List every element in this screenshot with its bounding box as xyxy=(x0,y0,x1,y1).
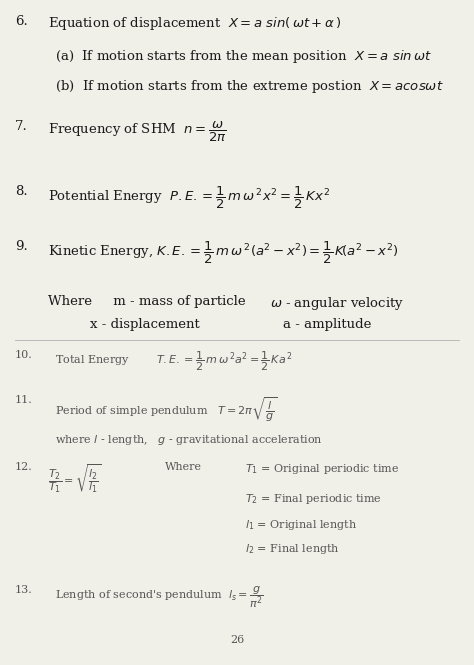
Text: Frequency of SHM  $n = \dfrac{\omega}{2\pi}$: Frequency of SHM $n = \dfrac{\omega}{2\p… xyxy=(48,120,227,144)
Text: Where     m - mass of particle: Where m - mass of particle xyxy=(48,295,246,308)
Text: Equation of displacement  $X = a\ \mathit{sin}(\,\omega t + \alpha\,)$: Equation of displacement $X = a\ \mathit… xyxy=(48,15,342,32)
Text: $T_1$ = Original periodic time: $T_1$ = Original periodic time xyxy=(245,462,399,476)
Text: Period of simple pendulum   $T = 2\pi\sqrt{\dfrac{l}{g}}$: Period of simple pendulum $T = 2\pi\sqrt… xyxy=(55,395,277,424)
Text: Where: Where xyxy=(165,462,202,472)
Text: (a)  If motion starts from the mean position  $X = a\ \mathit{sin}\,\omega t$: (a) If motion starts from the mean posit… xyxy=(55,48,432,65)
Text: 13.: 13. xyxy=(15,585,33,595)
Text: $\dfrac{T_2}{T_1} = \sqrt{\dfrac{l_2}{l_1}}$: $\dfrac{T_2}{T_1} = \sqrt{\dfrac{l_2}{l_… xyxy=(48,462,101,495)
Text: 10.: 10. xyxy=(15,350,33,360)
Text: Length of second's pendulum  $l_s = \dfrac{g}{\pi^2}$: Length of second's pendulum $l_s = \dfra… xyxy=(55,585,264,610)
Text: $l_2$ = Final length: $l_2$ = Final length xyxy=(245,542,340,556)
Text: $T_2$ = Final periodic time: $T_2$ = Final periodic time xyxy=(245,492,382,506)
Text: 12.: 12. xyxy=(15,462,33,472)
Text: x - displacement: x - displacement xyxy=(90,318,200,331)
Text: Potential Energy  $P.E. = \dfrac{1}{2}\,m\,\omega^{\,2} x^2 = \dfrac{1}{2}\,Kx^{: Potential Energy $P.E. = \dfrac{1}{2}\,m… xyxy=(48,185,331,211)
Text: 8.: 8. xyxy=(15,185,27,198)
Text: $\omega$ - angular velocity: $\omega$ - angular velocity xyxy=(270,295,404,312)
Text: a - amplitude: a - amplitude xyxy=(283,318,371,331)
Text: 11.: 11. xyxy=(15,395,33,405)
Text: $l_1$ = Original length: $l_1$ = Original length xyxy=(245,518,357,532)
Text: 6.: 6. xyxy=(15,15,28,28)
Text: Total Energy        $T.E. = \dfrac{1}{2}\,m\,\omega^{\,2} a^2 = \dfrac{1}{2}\,Ka: Total Energy $T.E. = \dfrac{1}{2}\,m\,\o… xyxy=(55,350,293,374)
Text: 7.: 7. xyxy=(15,120,28,133)
Text: Kinetic Energy, $K.E. = \dfrac{1}{2}\,m\,\omega^{\,2}(a^2 - x^2) = \dfrac{1}{2}\: Kinetic Energy, $K.E. = \dfrac{1}{2}\,m\… xyxy=(48,240,398,266)
Text: where $l$ - length,   $g$ - gravitational acceleration: where $l$ - length, $g$ - gravitational … xyxy=(55,433,323,447)
Text: 9.: 9. xyxy=(15,240,28,253)
Text: (b)  If motion starts from the extreme postion  $X = a\mathit{cos}\omega t$: (b) If motion starts from the extreme po… xyxy=(55,78,444,95)
Text: 26: 26 xyxy=(230,635,244,645)
